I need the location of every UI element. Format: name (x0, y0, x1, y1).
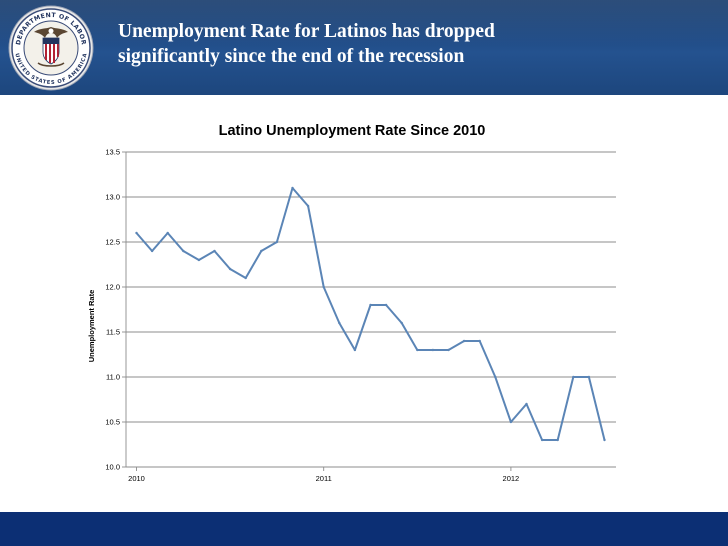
data-point (291, 186, 294, 190)
header-shine (0, 0, 728, 46)
data-point (197, 258, 201, 262)
x-tick-label: 2012 (503, 474, 520, 483)
data-point (213, 249, 216, 253)
data-point (369, 303, 372, 307)
data-point (603, 438, 606, 442)
data-point (228, 267, 232, 271)
y-tick-label: 12.5 (105, 238, 120, 247)
chart-title: Latino Unemployment Rate Since 2010 (219, 123, 486, 139)
x-tick-label: 2010 (128, 474, 145, 483)
data-point (182, 249, 185, 253)
data-point (462, 339, 466, 343)
data-point (494, 375, 497, 379)
y-tick-label: 11.5 (106, 328, 120, 337)
data-point (556, 438, 559, 442)
data-point (540, 438, 544, 442)
data-point (135, 231, 138, 235)
data-point (275, 240, 279, 244)
data-point (384, 303, 388, 307)
data-point (416, 348, 419, 352)
data-point (260, 249, 263, 253)
y-axis-label: Unemployment Rate (87, 290, 96, 363)
y-tick-label: 11.0 (106, 373, 120, 382)
y-tick-label: 10.0 (105, 463, 120, 472)
slide-title-line-1: Unemployment Rate for Latinos has droppe… (118, 21, 495, 42)
data-point (447, 348, 450, 352)
slide-header: DEPARTMENT OF LABOR UNITED STATES OF AME… (0, 0, 728, 95)
slide-title-line-2: significantly since the end of the reces… (118, 46, 465, 67)
data-point (322, 285, 325, 289)
data-point (525, 402, 528, 406)
data-point (431, 348, 435, 352)
data-point (509, 420, 513, 424)
data-point (306, 204, 310, 208)
y-tick-label: 13.0 (105, 193, 120, 202)
data-point (150, 249, 154, 253)
data-point (338, 321, 341, 325)
data-point (166, 231, 169, 235)
data-point (244, 276, 247, 280)
y-tick-label: 12.0 (105, 283, 120, 292)
latino-unemployment-chart: Latino Unemployment Rate Since 2010 Unem… (87, 123, 616, 483)
slide-title: Unemployment Rate for Latinos has droppe… (118, 19, 718, 69)
slide-footer (0, 512, 728, 546)
y-tick-label: 10.5 (105, 418, 120, 427)
data-point (572, 375, 575, 379)
department-of-labor-seal: DEPARTMENT OF LABOR UNITED STATES OF AME… (8, 5, 94, 91)
data-point (478, 339, 481, 343)
x-tick-label: 2011 (316, 474, 332, 483)
data-point (587, 375, 591, 379)
data-point (400, 321, 403, 325)
y-tick-label: 13.5 (105, 148, 120, 157)
series-line (135, 187, 606, 441)
data-point (353, 348, 357, 352)
